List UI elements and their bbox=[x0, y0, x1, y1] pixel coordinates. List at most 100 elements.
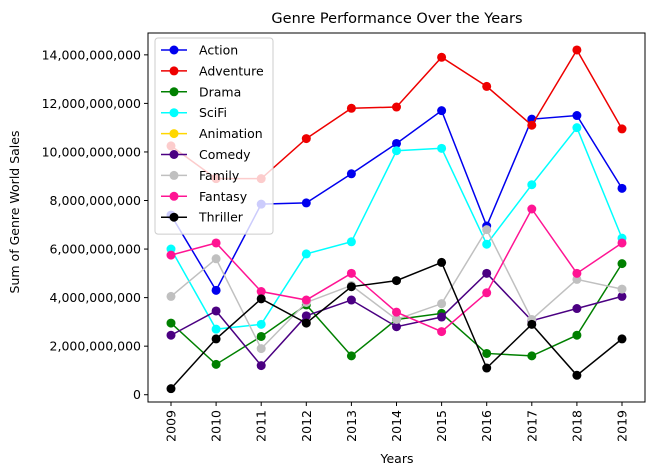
legend-label: Animation bbox=[199, 126, 263, 141]
legend: Action Adventure Drama SciFi Animation Comedy… bbox=[154, 37, 274, 235]
legend-item-drama: Drama bbox=[161, 84, 241, 99]
legend-swatch-marker bbox=[169, 87, 179, 97]
legend-swatch-marker bbox=[169, 108, 179, 118]
data-point bbox=[392, 102, 401, 112]
series-fantasy bbox=[166, 204, 627, 337]
data-point bbox=[256, 331, 266, 341]
data-point bbox=[482, 268, 492, 278]
legend-swatch-marker bbox=[169, 150, 179, 159]
legend-swatch-marker bbox=[169, 212, 179, 222]
data-point bbox=[346, 268, 356, 278]
legend-item-family: Family bbox=[161, 168, 240, 183]
data-point bbox=[482, 239, 492, 249]
plot-area: 0 2,000,000,000 4,000,000,000 6,000,000,000… bbox=[42, 32, 646, 442]
data-point bbox=[301, 134, 311, 144]
data-point bbox=[617, 124, 627, 134]
data-point bbox=[572, 45, 582, 55]
data-point bbox=[346, 103, 356, 113]
data-point bbox=[617, 259, 627, 269]
series-scifi bbox=[166, 123, 627, 334]
legend-label: Action bbox=[199, 43, 238, 58]
legend-label: Drama bbox=[199, 84, 241, 99]
data-point bbox=[211, 306, 221, 316]
y-tick-label: 0 bbox=[133, 387, 141, 402]
legend-swatch-marker bbox=[169, 170, 179, 180]
data-point bbox=[527, 180, 537, 190]
data-point bbox=[166, 318, 176, 328]
data-point bbox=[437, 299, 447, 309]
data-point bbox=[437, 106, 447, 116]
x-tick-label: 2010 bbox=[209, 410, 224, 442]
data-point bbox=[392, 307, 401, 317]
data-point bbox=[392, 314, 401, 324]
data-point bbox=[572, 330, 582, 340]
data-point bbox=[392, 146, 401, 156]
legend-item-adventure: Adventure bbox=[161, 63, 264, 78]
legend-swatch-marker bbox=[169, 45, 179, 55]
data-point bbox=[437, 143, 447, 153]
y-tick-label: 4,000,000,000 bbox=[50, 290, 141, 305]
series-thriller bbox=[166, 257, 627, 394]
series-comedy bbox=[166, 268, 627, 371]
data-point bbox=[301, 249, 311, 259]
data-point bbox=[301, 295, 311, 305]
legend-swatch-marker bbox=[169, 129, 179, 139]
x-tick-label: 2009 bbox=[164, 410, 179, 442]
legend-item-fantasy: Fantasy bbox=[161, 189, 248, 204]
legend-label: SciFi bbox=[199, 105, 227, 120]
x-tick-label: 2011 bbox=[254, 410, 269, 442]
chart-title: Genre Performance Over the Years bbox=[271, 11, 522, 27]
data-point bbox=[437, 52, 447, 62]
data-point bbox=[166, 384, 176, 394]
data-point bbox=[166, 291, 176, 301]
data-point bbox=[617, 291, 627, 301]
data-point bbox=[256, 319, 266, 329]
data-point bbox=[211, 324, 221, 334]
data-point bbox=[437, 312, 447, 322]
x-tick-label: 2015 bbox=[434, 410, 449, 442]
data-point bbox=[572, 123, 582, 133]
legend-item-scifi: SciFi bbox=[161, 105, 227, 120]
legend-label: Comedy bbox=[199, 147, 251, 162]
data-point bbox=[572, 370, 582, 380]
data-point bbox=[617, 238, 627, 248]
x-axis-label: Years bbox=[380, 451, 414, 466]
data-point bbox=[211, 334, 221, 344]
data-point bbox=[617, 334, 627, 344]
data-point bbox=[482, 81, 492, 91]
data-point bbox=[572, 304, 582, 314]
data-point bbox=[301, 318, 311, 328]
legend-label: Family bbox=[199, 168, 240, 183]
data-point bbox=[301, 311, 311, 321]
data-point bbox=[617, 284, 627, 294]
data-point bbox=[572, 111, 582, 121]
x-tick-label: 2013 bbox=[344, 410, 359, 442]
legend-box bbox=[154, 37, 274, 235]
y-tick-label: 8,000,000,000 bbox=[50, 193, 141, 208]
legend-item-animation: Animation bbox=[161, 126, 263, 141]
legend-item-comedy: Comedy bbox=[161, 147, 251, 162]
data-point bbox=[482, 288, 492, 298]
data-point bbox=[211, 238, 221, 248]
data-point bbox=[617, 183, 627, 193]
data-point bbox=[572, 268, 582, 278]
data-point bbox=[527, 204, 537, 214]
legend-label: Thriller bbox=[198, 210, 244, 225]
data-point bbox=[392, 322, 401, 332]
data-point bbox=[437, 257, 447, 267]
x-tick-label: 2018 bbox=[569, 410, 584, 442]
data-point bbox=[256, 287, 266, 297]
data-point bbox=[437, 327, 447, 337]
data-point bbox=[346, 237, 356, 247]
legend-swatch-marker bbox=[169, 191, 179, 201]
y-tick-label: 6,000,000,000 bbox=[50, 242, 141, 257]
data-point bbox=[301, 198, 311, 208]
data-point bbox=[482, 225, 492, 235]
legend-label: Fantasy bbox=[199, 189, 248, 204]
data-point bbox=[527, 319, 537, 329]
y-tick-label: 14,000,000,000 bbox=[42, 47, 141, 62]
data-point bbox=[211, 359, 221, 369]
x-tick-label: 2017 bbox=[524, 410, 539, 442]
y-tick-label: 10,000,000,000 bbox=[42, 144, 141, 159]
